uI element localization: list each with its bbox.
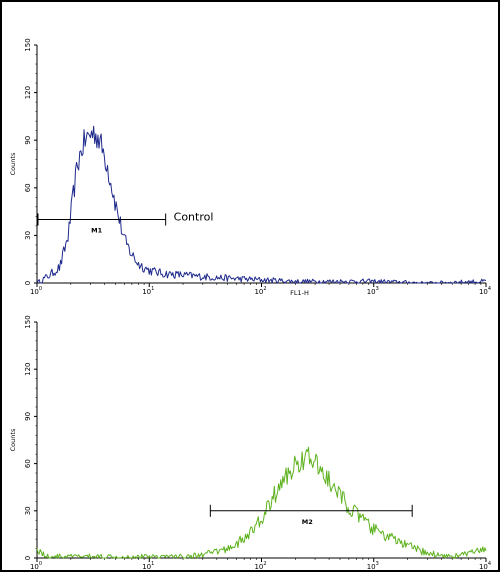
x-tick-base: 10	[142, 563, 151, 571]
y-tick-label: 90	[24, 412, 32, 421]
x-tick-label: 100	[30, 286, 42, 296]
x-tick-base: 10	[254, 563, 263, 571]
y-tick-label: 90	[24, 136, 32, 145]
y-tick-label: 0	[24, 281, 32, 285]
y-tick-label: 30	[24, 506, 32, 515]
x-tick-exponent: 4	[488, 561, 491, 567]
x-tick-base: 10	[367, 563, 376, 571]
y-axis-label: Counts	[9, 152, 17, 175]
x-tick-label: 102	[254, 286, 266, 296]
x-tick-exponent: 0	[39, 286, 42, 292]
x-tick-exponent: 4	[488, 286, 491, 292]
y-tick-label: 60	[24, 183, 32, 192]
annotation-label: Control	[174, 211, 214, 224]
marker-label: M2	[302, 518, 313, 526]
y-tick-label: 120	[24, 363, 32, 376]
x-tick-exponent: 1	[151, 561, 154, 567]
x-tick-base: 10	[479, 563, 488, 571]
x-tick-exponent: 2	[263, 286, 266, 292]
y-tick-label: 150	[24, 38, 32, 51]
marker-label: M1	[91, 227, 102, 235]
x-tick-label: 101	[142, 561, 154, 571]
y-tick-label: 150	[24, 315, 32, 328]
x-tick-base: 10	[254, 288, 263, 296]
x-tick-exponent: 2	[263, 561, 266, 567]
x-tick-exponent: 3	[376, 561, 379, 567]
x-tick-label: 103	[367, 561, 379, 571]
y-tick-label: 0	[24, 556, 32, 560]
x-tick-exponent: 0	[39, 561, 42, 567]
x-tick-exponent: 3	[376, 286, 379, 292]
y-axis-label: Counts	[9, 428, 17, 451]
x-tick-label: 100	[30, 561, 42, 571]
x-tick-base: 10	[30, 563, 39, 571]
x-tick-label: 104	[479, 561, 491, 571]
x-tick-base: 10	[367, 288, 376, 296]
x-tick-label: 101	[142, 286, 154, 296]
x-tick-exponent: 1	[151, 286, 154, 292]
x-tick-base: 10	[142, 288, 151, 296]
x-tick-label: 103	[367, 286, 379, 296]
y-tick-label: 30	[24, 231, 32, 240]
x-tick-base: 10	[479, 288, 488, 296]
x-tick-label: 104	[479, 286, 491, 296]
histogram-line	[36, 446, 487, 559]
y-tick-label: 60	[24, 459, 32, 468]
histogram-line	[36, 125, 487, 284]
x-tick-base: 10	[30, 288, 39, 296]
y-tick-label: 120	[24, 86, 32, 99]
x-tick-label: 102	[254, 561, 266, 571]
x-axis-label: FL1-H	[290, 289, 309, 297]
